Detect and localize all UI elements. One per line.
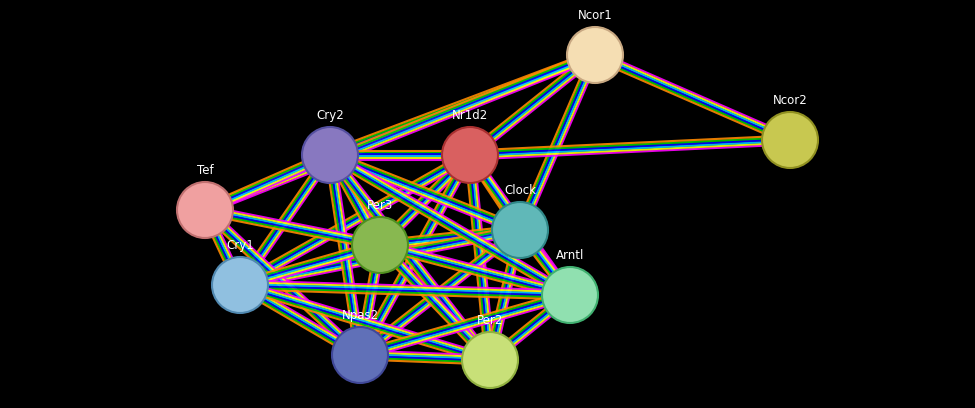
Text: Nr1d2: Nr1d2 bbox=[451, 109, 488, 122]
Circle shape bbox=[567, 27, 623, 83]
Circle shape bbox=[177, 182, 233, 238]
Text: Cry2: Cry2 bbox=[316, 109, 344, 122]
Text: Ncor2: Ncor2 bbox=[772, 94, 807, 107]
Text: Arntl: Arntl bbox=[556, 249, 584, 262]
Text: Clock: Clock bbox=[504, 184, 536, 197]
Circle shape bbox=[352, 217, 408, 273]
Circle shape bbox=[442, 127, 498, 183]
Text: Tef: Tef bbox=[197, 164, 214, 177]
Text: Ncor1: Ncor1 bbox=[577, 9, 612, 22]
Circle shape bbox=[542, 267, 598, 323]
Circle shape bbox=[762, 112, 818, 168]
Circle shape bbox=[302, 127, 358, 183]
Circle shape bbox=[462, 332, 518, 388]
Circle shape bbox=[212, 257, 268, 313]
Text: Cry1: Cry1 bbox=[226, 239, 254, 252]
Text: Per2: Per2 bbox=[477, 314, 503, 327]
Text: Npas2: Npas2 bbox=[341, 309, 378, 322]
Circle shape bbox=[332, 327, 388, 383]
Text: Per3: Per3 bbox=[367, 199, 393, 212]
Circle shape bbox=[492, 202, 548, 258]
